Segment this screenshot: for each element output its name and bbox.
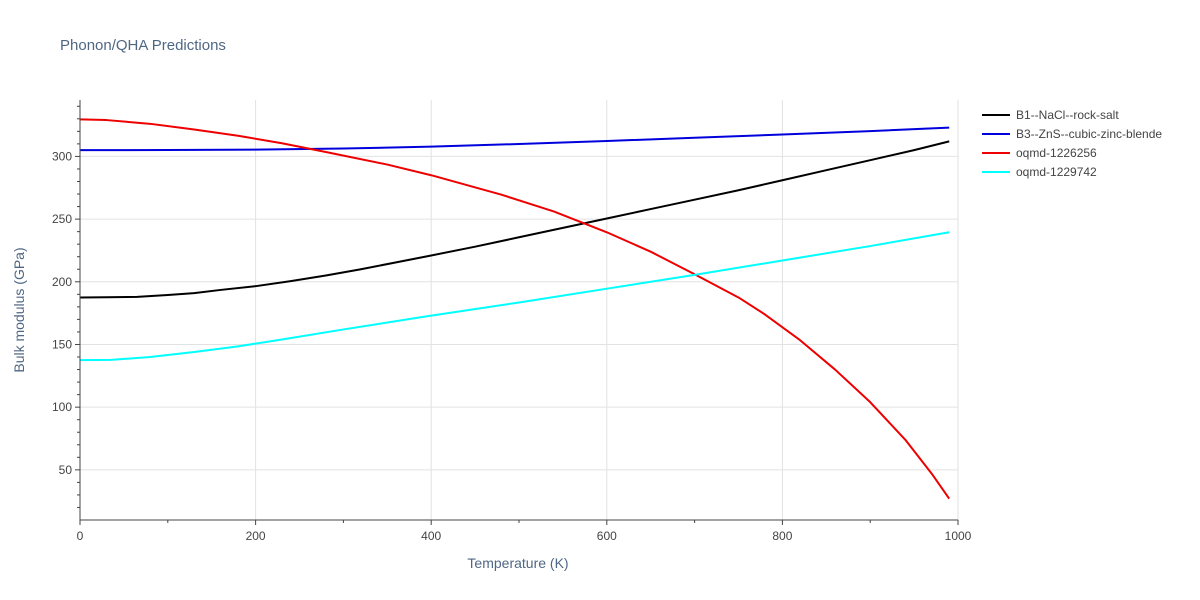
x-tick-label-1000: 1000: [945, 529, 972, 543]
y-tick-label-200: 200: [52, 275, 72, 289]
legend-item-oqmd-1226256[interactable]: oqmd-1226256: [982, 146, 1097, 160]
legend-label: oqmd-1226256: [1016, 146, 1097, 160]
y-axis-title: Bulk modulus (GPa): [11, 247, 27, 372]
x-tick-label-800: 800: [772, 529, 792, 543]
legend-item-oqmd-1229742[interactable]: oqmd-1229742: [982, 165, 1097, 179]
x-axis-title: Temperature (K): [467, 555, 568, 571]
y-tick-label-300: 300: [52, 149, 72, 163]
legend-item-B3--ZnS--cubic-zinc-blende[interactable]: B3--ZnS--cubic-zinc-blende: [982, 127, 1162, 141]
x-tick-label-600: 600: [597, 529, 617, 543]
x-tick-label-200: 200: [246, 529, 266, 543]
series-line-oqmd-1226256[interactable]: [79, 118, 951, 500]
x-tick-label-0: 0: [77, 529, 84, 543]
series-line-B3--ZnS--cubic-zinc-blende[interactable]: [79, 126, 950, 152]
series-line-oqmd-1229742[interactable]: [79, 231, 950, 362]
y-tick-label-50: 50: [59, 463, 73, 477]
series-lines: [79, 118, 951, 500]
legend-item-B1--NaCl--rock-salt[interactable]: B1--NaCl--rock-salt: [982, 108, 1119, 122]
y-tick-label-150: 150: [52, 337, 72, 351]
y-tick-label-250: 250: [52, 212, 72, 226]
axes: 0 200 400 600 800 1000 50 100 150 200 250 300: [52, 100, 972, 543]
y-tick-label-100: 100: [52, 400, 72, 414]
legend-label: B3--ZnS--cubic-zinc-blende: [1016, 127, 1162, 141]
legend-label: B1--NaCl--rock-salt: [1016, 108, 1119, 122]
chart-title: Phonon/QHA Predictions: [60, 37, 226, 54]
legend-label: oqmd-1229742: [1016, 165, 1097, 179]
series-line-B1--NaCl--rock-salt[interactable]: [79, 140, 950, 299]
legend[interactable]: B1--NaCl--rock-salt B3--ZnS--cubic-zinc-b…: [982, 108, 1162, 179]
x-tick-label-400: 400: [421, 529, 441, 543]
grid: [80, 100, 959, 520]
